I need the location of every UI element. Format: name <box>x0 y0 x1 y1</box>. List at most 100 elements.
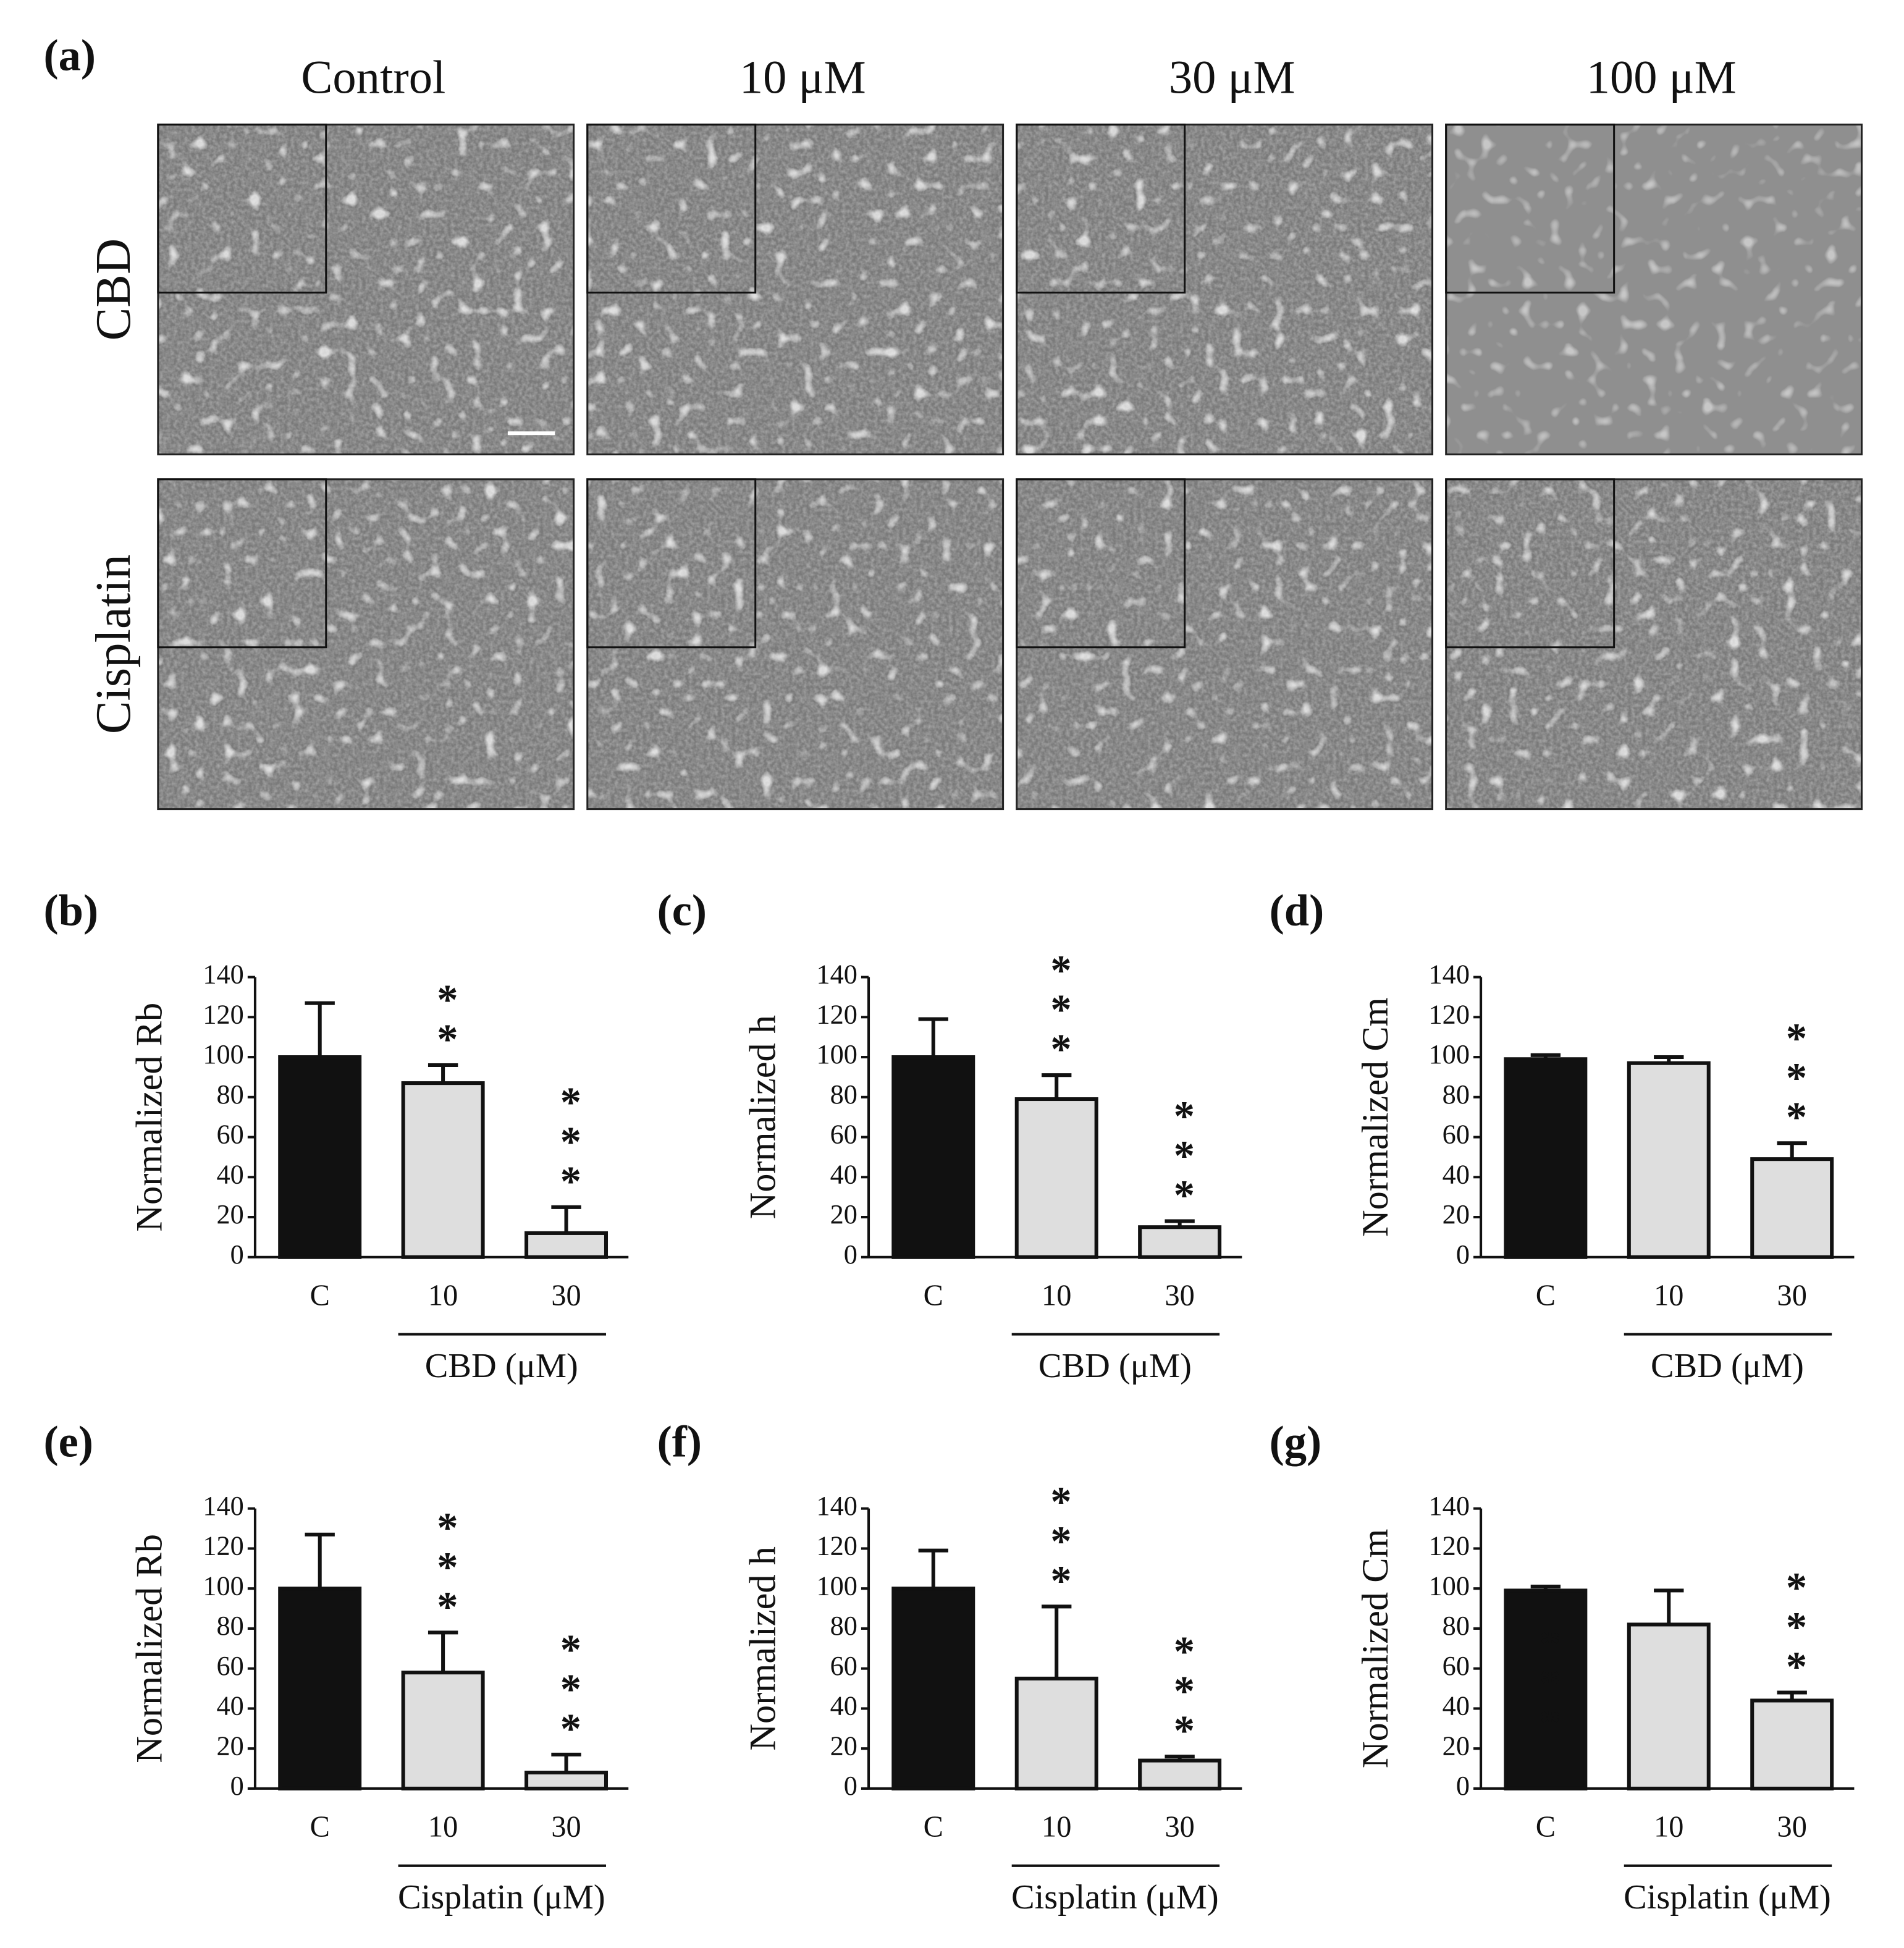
x-tick-label: C <box>1536 1810 1556 1843</box>
bar <box>278 1055 362 1259</box>
bar <box>891 1055 975 1259</box>
x-tick-label: 10 <box>428 1279 458 1312</box>
column-header: 100 μM <box>1586 51 1737 104</box>
y-tick-label: 140 <box>1429 959 1470 990</box>
y-tick-label: 80 <box>1443 1079 1470 1110</box>
y-tick-label: 40 <box>217 1691 244 1721</box>
error-bar <box>551 1752 581 1773</box>
micrograph-spots <box>158 124 574 455</box>
x-tick-label: C <box>1536 1279 1556 1312</box>
bar <box>1627 1622 1711 1790</box>
y-tick-label: 60 <box>217 1651 244 1681</box>
y-tick-label: 100 <box>816 1039 857 1069</box>
x-tick-label: 10 <box>428 1810 458 1843</box>
y-axis-label: Normalized Rb <box>129 1534 171 1763</box>
bar <box>1627 1061 1711 1259</box>
error-bar <box>1777 1690 1807 1701</box>
y-tick-label: 80 <box>830 1611 857 1641</box>
error-bar <box>1777 1141 1807 1160</box>
y-tick-label: 40 <box>1443 1159 1470 1189</box>
error-bar <box>1530 1053 1561 1060</box>
significance: *** <box>424 1504 471 1623</box>
y-tick-label: 60 <box>1443 1119 1470 1150</box>
error-bar <box>1654 1588 1684 1625</box>
y-tick-label: 40 <box>217 1159 244 1189</box>
y-tick-label: 20 <box>830 1731 857 1761</box>
panel-label: (e) <box>44 1417 93 1467</box>
error-bar <box>918 1017 948 1058</box>
significance: *** <box>547 1626 594 1745</box>
y-tick-label: 140 <box>203 959 243 990</box>
group-label: Cisplatin (μM) <box>398 1878 605 1916</box>
y-axis-label: Normalized Rb <box>129 1003 171 1232</box>
y-tick-label: 20 <box>830 1199 857 1229</box>
y-tick-label: 60 <box>217 1119 244 1150</box>
y-tick-label: 140 <box>816 1491 857 1521</box>
y-tick-label: 0 <box>1456 1771 1470 1801</box>
x-tick-label: 30 <box>1165 1810 1194 1843</box>
y-tick-label: 60 <box>830 1119 857 1150</box>
panel-label: (b) <box>44 885 99 935</box>
group-label: CBD (μM) <box>1651 1347 1804 1385</box>
y-tick-label: 100 <box>1429 1571 1470 1601</box>
significance: *** <box>1161 1093 1208 1212</box>
panel-label: (f) <box>657 1417 702 1467</box>
y-tick-label: 100 <box>203 1039 243 1069</box>
x-tick-label: C <box>310 1279 330 1312</box>
bar <box>891 1587 975 1790</box>
inset-border <box>1445 478 1615 649</box>
micrograph-spots <box>1446 479 1862 809</box>
inset-border <box>1016 124 1186 294</box>
group-label: CBD (μM) <box>1038 1347 1192 1385</box>
y-tick-label: 80 <box>217 1611 244 1641</box>
inset-border <box>586 124 757 294</box>
y-axis-label: Normalized h <box>743 1546 784 1751</box>
micrograph-spots <box>158 479 574 809</box>
x-tick-label: 10 <box>1042 1810 1071 1843</box>
y-tick-label: 0 <box>230 1771 244 1801</box>
inset-border <box>1016 478 1186 649</box>
y-tick-label: 20 <box>1443 1199 1470 1229</box>
bar <box>1138 1758 1222 1790</box>
bar <box>401 1081 485 1259</box>
column-header: Control <box>301 51 445 104</box>
y-tick-label: 100 <box>816 1571 857 1601</box>
y-tick-label: 40 <box>830 1159 857 1189</box>
bar <box>1750 1698 1834 1790</box>
significance: *** <box>1161 1628 1208 1747</box>
inset-border <box>1445 124 1615 294</box>
error-bar <box>1042 1604 1072 1679</box>
y-axis-label: Normalized h <box>743 1015 784 1220</box>
panel-label: (g) <box>1270 1417 1322 1467</box>
bar <box>1138 1225 1222 1259</box>
y-tick-label: 140 <box>816 959 857 990</box>
x-tick-label: 10 <box>1042 1279 1071 1312</box>
micrograph-spots <box>1016 479 1433 809</box>
x-tick-label: 30 <box>1777 1279 1807 1312</box>
y-tick-label: 60 <box>830 1651 857 1681</box>
micrograph-spots <box>1446 124 1862 455</box>
x-tick-label: 30 <box>1777 1810 1807 1843</box>
bar <box>401 1671 485 1790</box>
bar <box>524 1770 609 1790</box>
y-tick-label: 20 <box>217 1199 244 1229</box>
inset-border <box>157 124 327 294</box>
error-bar <box>1654 1055 1684 1063</box>
x-tick-label: C <box>924 1279 943 1312</box>
bar <box>1014 1097 1098 1259</box>
error-bar <box>305 1532 335 1589</box>
error-bar <box>551 1205 581 1233</box>
y-tick-label: 120 <box>203 1531 243 1561</box>
column-header: 30 μM <box>1169 51 1295 104</box>
group-label: Cisplatin (μM) <box>1624 1878 1831 1916</box>
y-tick-label: 100 <box>1429 1039 1470 1069</box>
panel-label: (d) <box>1270 885 1325 935</box>
significance: *** <box>1037 1478 1084 1596</box>
error-bar <box>1530 1584 1561 1591</box>
bar <box>278 1587 362 1790</box>
y-tick-label: 120 <box>816 1531 857 1561</box>
error-bar <box>428 1630 458 1673</box>
y-axis-label: Normalized Cm <box>1355 997 1396 1237</box>
